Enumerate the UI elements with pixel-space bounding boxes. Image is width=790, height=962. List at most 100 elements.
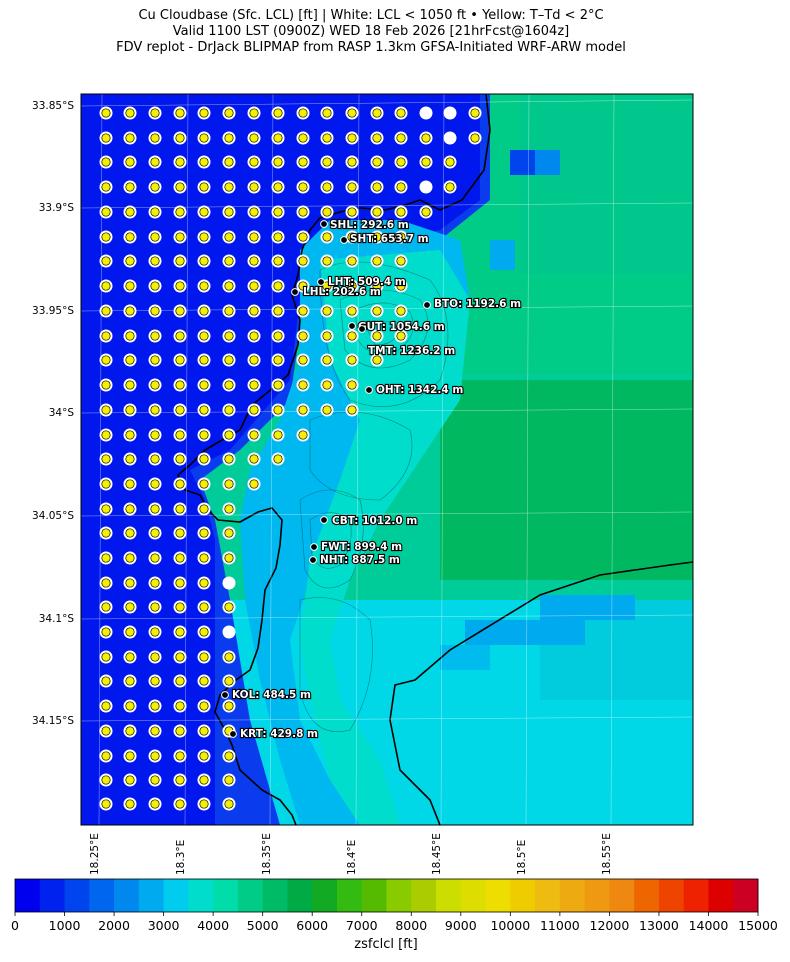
moist-marker [125,454,135,464]
moist-marker [396,157,406,167]
moist-marker [125,627,135,637]
moist-marker [347,207,357,217]
colorbar-tick-label: 10000 [490,918,531,933]
moist-marker [199,207,209,217]
moist-marker [101,133,111,143]
lon-label-18-35: 18.35°E [261,833,273,875]
colorbar-swatch [708,879,734,912]
field-cell [510,150,535,175]
moist-marker [101,256,111,266]
colorbar-tick-label: 6000 [296,918,329,933]
moist-marker [347,182,357,192]
moist-marker [322,355,332,365]
moist-marker [273,108,283,118]
moist-marker [347,306,357,316]
moist-marker [249,108,259,118]
moist-marker [347,281,357,291]
colorbar-swatch [584,879,610,912]
colorbar-tick-label: 13000 [639,918,679,933]
moist-marker [101,157,111,167]
moist-marker [199,355,209,365]
moist-marker [101,281,111,291]
colorbar-tick-label: 15000 [738,918,778,933]
moist-marker [125,157,135,167]
moist-marker [175,553,185,563]
moist-marker [175,108,185,118]
site-dot [423,301,431,309]
moist-marker [150,207,160,217]
moist-marker [199,454,209,464]
colorbar [14,879,759,916]
site-dot [291,288,299,296]
moist-marker [347,355,357,365]
colorbar-tick-label: 3000 [147,918,180,933]
moist-marker [150,726,160,736]
moist-marker [224,108,234,118]
moist-marker [273,380,283,390]
moist-marker [199,157,209,167]
field-cell [535,150,560,175]
moist-marker [199,676,209,686]
lat-label-33-85: 33.85°S [32,100,74,112]
moist-marker [347,133,357,143]
moist-marker [421,133,431,143]
moist-marker [101,182,111,192]
moist-marker [199,701,209,711]
colorbar-swatch [64,879,90,912]
moist-marker [372,133,382,143]
moist-marker [396,256,406,266]
moist-marker [347,331,357,341]
colorbar-swatch [411,879,437,912]
moist-marker [125,207,135,217]
moist-marker [298,207,308,217]
moist-marker [199,380,209,390]
moist-marker [224,701,234,711]
moist-marker [273,256,283,266]
moist-marker [175,701,185,711]
moist-marker [249,479,259,489]
moist-marker [175,676,185,686]
moist-marker [396,306,406,316]
site-dot [229,730,237,738]
lon-label-18-45: 18.45°E [431,833,443,875]
map-plot-area: SHL: 292.6 m SHT: 653.7 m LHT: 509.4 mLHL:… [81,94,693,825]
moist-marker [224,157,234,167]
coastline [177,94,491,825]
moist-marker [298,133,308,143]
moist-marker [199,108,209,118]
site-dot [340,236,348,244]
moist-marker [322,232,332,242]
moist-marker [396,207,406,217]
colorbar-swatch [634,879,660,912]
colorbar-swatch [312,879,338,912]
moist-marker [199,405,209,415]
moist-marker [224,652,234,662]
field-cell [540,595,635,620]
moist-marker [224,232,234,242]
moist-marker [273,281,283,291]
moist-marker [224,454,234,464]
colorbar-swatch [559,879,586,912]
moist-marker [101,306,111,316]
moist-marker [347,232,357,242]
moist-marker [150,652,160,662]
moist-marker [101,380,111,390]
colorbar-tick-label: 12000 [589,918,630,933]
moist-marker [125,281,135,291]
moist-marker [150,701,160,711]
colorbar-frame [14,878,759,913]
moist-marker [125,256,135,266]
colorbar-swatch [609,879,635,912]
moist-marker [175,775,185,785]
moist-marker [199,775,209,785]
moist-marker [298,306,308,316]
lcl-field-east [440,380,693,580]
lon-label-18-3: 18.3°E [175,839,187,875]
moist-marker [150,331,160,341]
moist-marker [273,306,283,316]
colorbar-swatch [39,879,66,912]
moist-marker [199,528,209,538]
moist-marker [125,430,135,440]
moist-marker [249,207,259,217]
